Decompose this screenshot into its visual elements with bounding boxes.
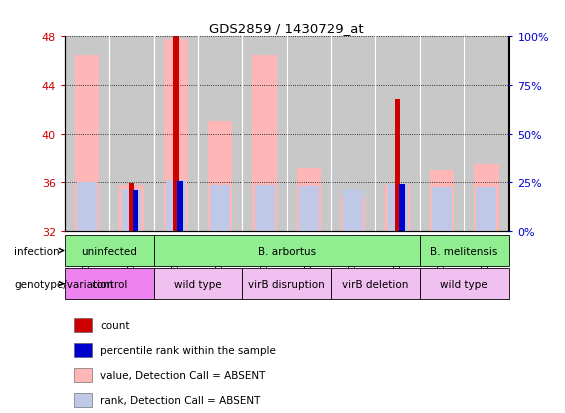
Bar [297, 168, 321, 231]
Bar [198, 37, 242, 231]
Bar [65, 37, 110, 231]
Text: B. melitensis: B. melitensis [431, 246, 498, 256]
Bar [121, 190, 141, 231]
Bar [75, 55, 99, 231]
Bar [344, 190, 363, 231]
Bar [420, 37, 464, 231]
Bar [129, 184, 134, 231]
Bar [166, 180, 186, 231]
Bar [388, 185, 407, 231]
Bar [242, 37, 286, 231]
Text: percentile rank within the sample: percentile rank within the sample [101, 345, 276, 355]
Bar [420, 235, 508, 266]
Bar [255, 185, 275, 231]
Bar [154, 235, 420, 266]
Bar [476, 188, 496, 231]
Bar [331, 37, 375, 231]
Text: wild type: wild type [174, 279, 222, 289]
Bar [173, 37, 179, 231]
Bar [208, 122, 232, 231]
Bar [65, 268, 154, 299]
Text: B. arbortus: B. arbortus [258, 246, 316, 256]
Bar [395, 100, 400, 231]
Bar [164, 40, 188, 231]
Bar [420, 268, 508, 299]
Text: control: control [91, 279, 128, 289]
Bar [177, 182, 182, 231]
Title: GDS2859 / 1430729_at: GDS2859 / 1430729_at [210, 21, 364, 35]
Bar [341, 197, 366, 231]
Bar [286, 37, 331, 231]
Bar [253, 55, 277, 231]
Bar [430, 171, 454, 231]
Bar [133, 191, 138, 231]
Bar [474, 164, 498, 231]
Text: uninfected: uninfected [81, 246, 137, 256]
Text: infection: infection [14, 246, 63, 256]
Bar [399, 185, 405, 231]
Bar [464, 37, 508, 231]
Bar [299, 187, 319, 231]
Bar [242, 268, 331, 299]
Bar [385, 185, 410, 231]
Bar [74, 343, 92, 357]
Bar [74, 393, 92, 406]
Text: value, Detection Call = ABSENT: value, Detection Call = ABSENT [101, 370, 266, 380]
Bar [119, 185, 144, 231]
Bar [375, 37, 420, 231]
Text: virB disruption: virB disruption [249, 279, 325, 289]
Bar [65, 235, 154, 266]
Bar [74, 318, 92, 332]
Bar [154, 37, 198, 231]
Bar [154, 268, 242, 299]
Text: wild type: wild type [440, 279, 488, 289]
Bar [331, 268, 420, 299]
Bar [110, 37, 154, 231]
Bar [210, 185, 230, 231]
Bar [74, 368, 92, 382]
Bar [432, 188, 452, 231]
Text: count: count [101, 320, 130, 330]
Text: rank, Detection Call = ABSENT: rank, Detection Call = ABSENT [101, 394, 261, 405]
Text: genotype/variation: genotype/variation [14, 279, 113, 289]
Bar [77, 183, 97, 231]
Text: virB deletion: virB deletion [342, 279, 408, 289]
